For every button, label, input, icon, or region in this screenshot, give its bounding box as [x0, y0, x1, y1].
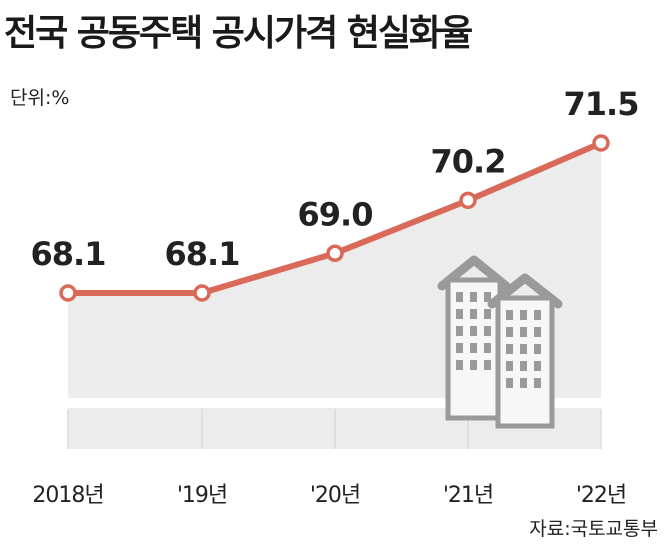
area-band: [68, 398, 601, 408]
unit-label: 단위:%: [10, 87, 70, 109]
data-label: 68.1: [31, 235, 106, 273]
chart-title: 전국 공동주택 공시가격 현실화율: [4, 13, 473, 54]
apartment-buildings-icon: [437, 255, 563, 429]
label-layer: 68.1 2018년 68.1 '19년 69.0 '20년 70.2 '21년 71.5 '22…: [31, 85, 640, 508]
data-point: [459, 191, 477, 210]
source-label: 자료:국토교통부: [529, 518, 658, 540]
x-tick-label: '20년: [310, 483, 360, 508]
data-point: [193, 284, 211, 302]
data-point: [592, 134, 610, 152]
data-label: 70.2: [431, 142, 506, 180]
data-point: [326, 244, 344, 263]
data-label: 68.1: [165, 235, 240, 273]
x-tick-label: '19년: [177, 483, 227, 508]
x-tick-label: '21년: [443, 483, 493, 508]
x-tick-label: '22년: [576, 483, 626, 508]
data-label: 69.0: [298, 195, 373, 233]
x-tick-label: 2018년: [32, 483, 103, 508]
data-label: 71.5: [564, 85, 639, 123]
data-point: [59, 284, 77, 302]
line-layer: [59, 134, 610, 302]
